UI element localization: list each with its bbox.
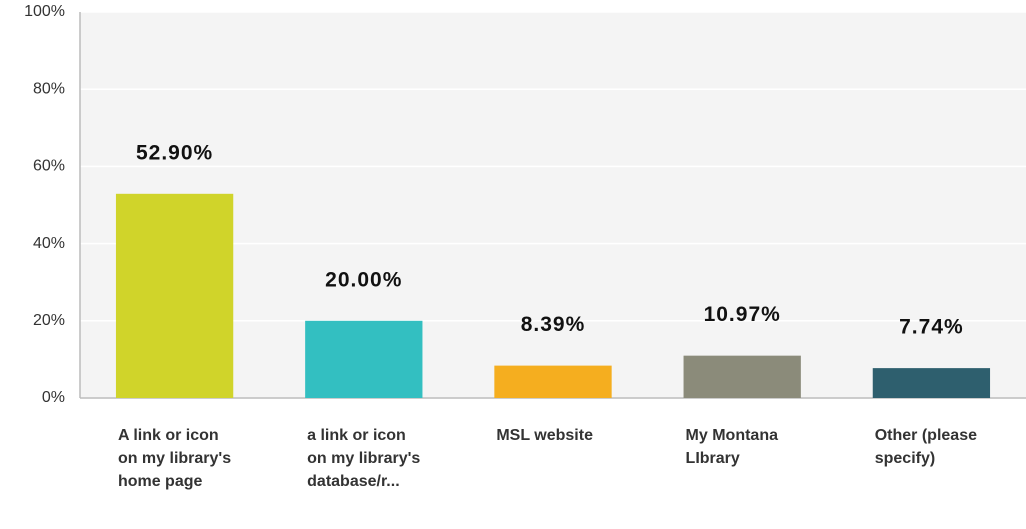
y-tick-label: 60% bbox=[33, 158, 65, 175]
value-label: 52.90% bbox=[136, 141, 213, 164]
value-label: 7.74% bbox=[899, 316, 964, 339]
y-tick-label: 40% bbox=[33, 235, 65, 252]
x-tick-label: My Montana LIbrary bbox=[685, 427, 778, 467]
x-tick-label: a link or icon on my library's database/… bbox=[307, 427, 421, 490]
y-tick-label: 80% bbox=[33, 80, 65, 97]
plot-background bbox=[80, 12, 1026, 398]
bar bbox=[115, 193, 234, 398]
x-tick-label: Other (please specify) bbox=[874, 427, 977, 467]
value-label: 10.97% bbox=[704, 303, 781, 326]
bar bbox=[872, 368, 991, 398]
x-tick-label: MSL website bbox=[496, 427, 593, 444]
x-tick-label: A link or icon on my library's home page bbox=[117, 427, 232, 490]
bar bbox=[683, 355, 801, 398]
value-label: 20.00% bbox=[325, 268, 402, 291]
bar bbox=[305, 320, 423, 398]
y-tick-label: 100% bbox=[24, 3, 65, 20]
y-tick-label: 0% bbox=[42, 389, 65, 406]
bar bbox=[494, 365, 612, 398]
value-label: 8.39% bbox=[521, 313, 586, 336]
y-tick-label: 20% bbox=[33, 312, 65, 329]
